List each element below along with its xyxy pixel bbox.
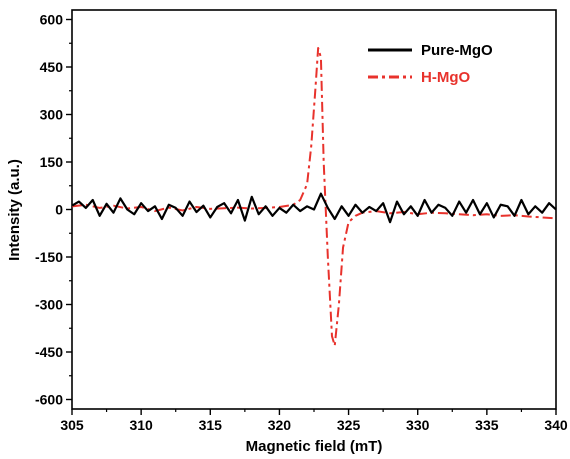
y-tick-label: -150 <box>35 249 63 265</box>
x-tick-label: 305 <box>60 417 84 433</box>
x-tick-label: 335 <box>475 417 499 433</box>
y-tick-label: 150 <box>40 154 64 170</box>
series-line-h-mgo <box>71 47 557 347</box>
legend: Pure-MgO H-MgO <box>368 42 493 86</box>
y-tick-label: -300 <box>35 297 63 313</box>
x-tick-label: 310 <box>129 417 153 433</box>
y-tick-label: -600 <box>35 392 63 408</box>
x-tick-label: 340 <box>544 417 568 433</box>
x-axis: 305 310 315 320 325 330 335 340 <box>60 409 568 433</box>
x-tick-label: 330 <box>406 417 430 433</box>
y-tick-label: 600 <box>40 12 64 28</box>
y-tick-label: -450 <box>35 344 63 360</box>
series-layer <box>71 47 557 347</box>
legend-label-pure-mgo: Pure-MgO <box>421 42 493 59</box>
y-tick-label: 450 <box>40 59 64 75</box>
y-tick-label: 0 <box>55 202 63 218</box>
y-axis-title: Intensity (a.u.) <box>6 159 23 261</box>
x-tick-label: 325 <box>337 417 361 433</box>
x-axis-title: Magnetic field (mT) <box>246 438 383 455</box>
y-tick-label: 300 <box>40 107 64 123</box>
series-line-pure-mgo <box>71 192 557 224</box>
x-tick-label: 320 <box>268 417 292 433</box>
y-axis: 600 450 300 150 0 -150 -300 -450 -600 <box>35 12 72 408</box>
legend-label-h-mgo: H-MgO <box>421 69 470 86</box>
x-tick-label: 315 <box>199 417 223 433</box>
